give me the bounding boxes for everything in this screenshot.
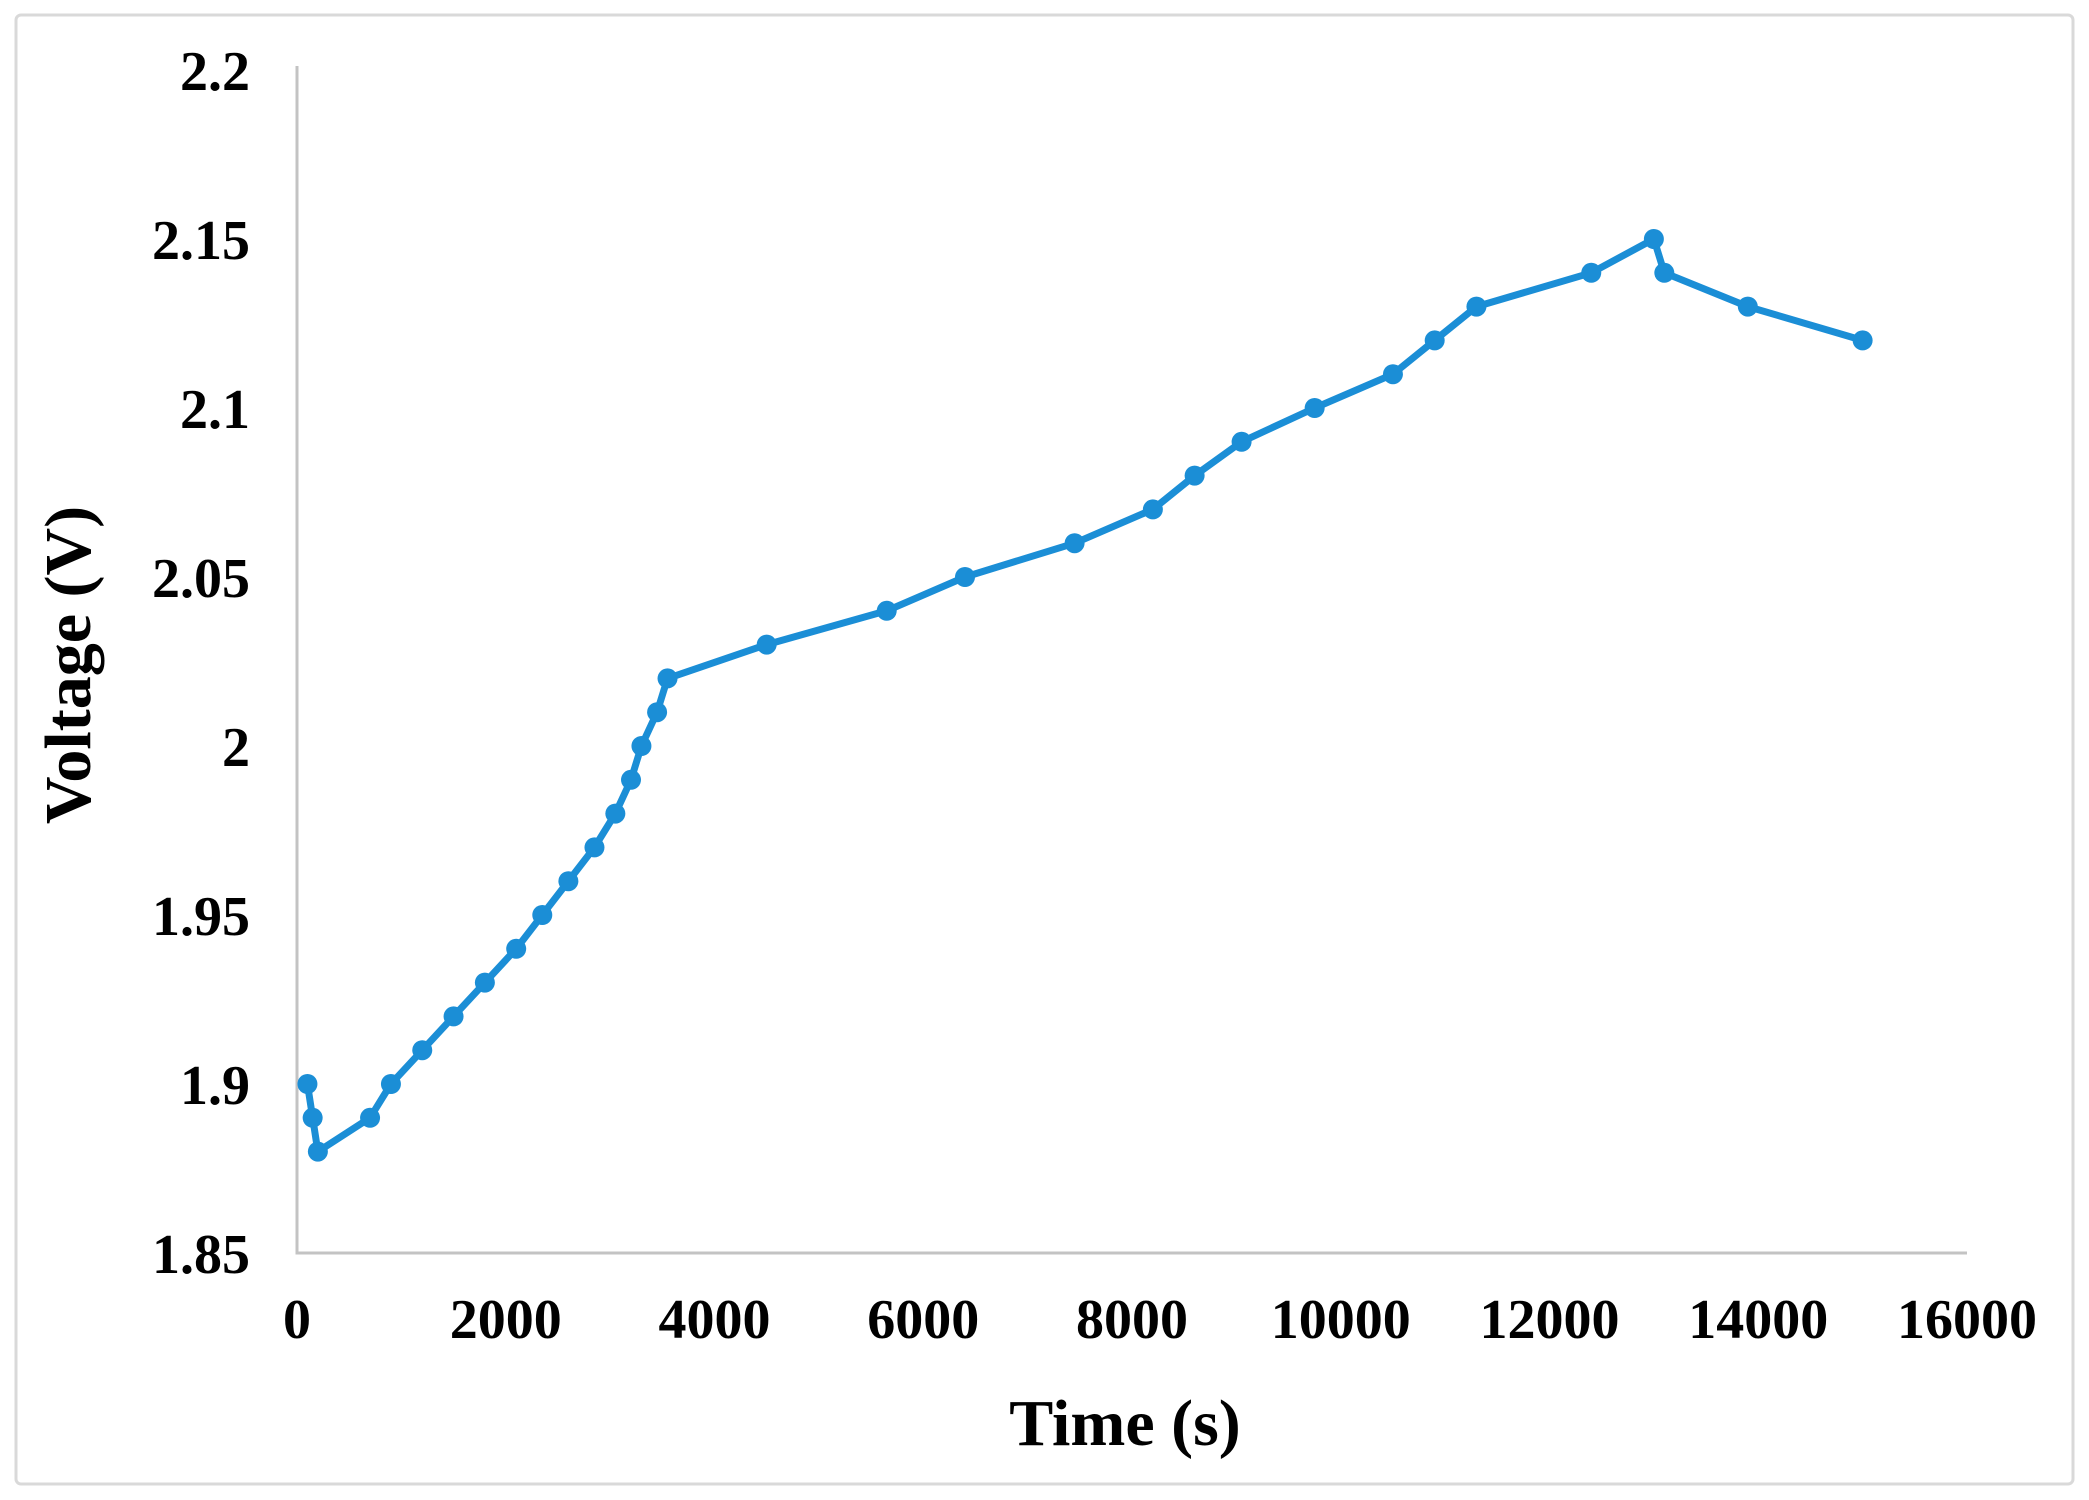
data-point-marker <box>302 1107 323 1128</box>
data-point-marker <box>506 938 527 959</box>
y-tick-label: 2.15 <box>152 210 250 272</box>
x-tick-label: 16000 <box>1897 1289 2037 1351</box>
x-axis-tick-labels: 0 2000 4000 6000 8000 10000 12000 14000 16000 <box>283 1289 2037 1351</box>
data-point-marker <box>605 803 626 824</box>
data-point-marker <box>647 702 668 723</box>
data-point-marker <box>1382 364 1403 385</box>
data-point-marker <box>584 837 605 858</box>
data-point-marker <box>443 1006 464 1027</box>
y-tick-label: 2.05 <box>152 548 250 610</box>
data-point-marker <box>297 1074 318 1094</box>
figure-border <box>14 13 2075 1486</box>
data-point-marker <box>1737 296 1758 317</box>
y-tick-label: 2.2 <box>180 41 250 103</box>
data-point-marker <box>360 1107 381 1128</box>
data-point-marker <box>1184 465 1205 486</box>
y-tick-label: 2 <box>222 717 250 779</box>
data-point-marker <box>412 1040 433 1061</box>
x-tick-label: 2000 <box>450 1289 562 1351</box>
x-tick-label: 0 <box>283 1289 311 1351</box>
y-tick-label: 1.9 <box>180 1055 250 1117</box>
x-tick-label: 10000 <box>1271 1289 1411 1351</box>
data-point-marker <box>558 871 579 892</box>
y-tick-label: 1.85 <box>152 1224 250 1286</box>
x-tick-label: 8000 <box>1076 1289 1188 1351</box>
x-tick-label: 14000 <box>1688 1289 1828 1351</box>
y-tick-label: 2.1 <box>180 379 250 441</box>
x-tick-label: 6000 <box>867 1289 979 1351</box>
data-point-marker <box>474 972 495 993</box>
data-point-marker <box>1064 533 1085 554</box>
data-point-marker <box>876 600 897 621</box>
series-line <box>303 235 1867 1156</box>
data-point-marker <box>1142 499 1163 520</box>
data-point-marker <box>1231 431 1252 452</box>
y-axis-title: Voltage (V) <box>32 506 105 824</box>
data-point-marker <box>1852 330 1873 351</box>
y-axis-tick-labels: 1.85 1.9 1.95 2 2.05 2.1 2.15 2.2 <box>152 41 250 1286</box>
x-axis-title: Time (s) <box>1009 1387 1241 1460</box>
data-point-marker <box>1643 229 1664 249</box>
data-point-marker <box>1466 296 1487 317</box>
voltage-series <box>297 229 1873 1162</box>
data-point-marker <box>756 634 777 655</box>
data-point-marker <box>1654 262 1675 283</box>
data-point-marker <box>621 769 641 790</box>
data-point-marker <box>307 1141 328 1162</box>
data-point-marker <box>1304 398 1325 418</box>
y-tick-label: 1.95 <box>152 886 250 948</box>
data-point-marker <box>380 1074 401 1094</box>
data-point-marker <box>631 736 652 756</box>
x-tick-label: 4000 <box>659 1289 771 1351</box>
data-point-marker <box>1424 330 1445 351</box>
x-tick-label: 12000 <box>1480 1289 1620 1351</box>
data-point-marker <box>955 567 975 587</box>
data-point-marker <box>657 668 678 689</box>
data-point-marker <box>1581 262 1602 283</box>
data-point-marker <box>532 905 553 925</box>
